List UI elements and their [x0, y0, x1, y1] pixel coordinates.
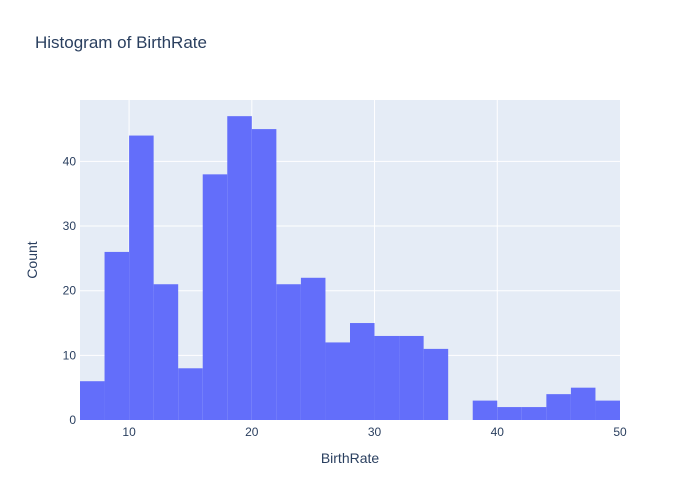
histogram-bar: [325, 342, 350, 420]
histogram-bar: [104, 251, 130, 420]
x-axis-title: BirthRate: [321, 450, 380, 466]
x-tick-label: 50: [613, 425, 627, 439]
y-tick-label: 10: [63, 348, 77, 362]
histogram-bar: [521, 407, 547, 420]
x-tick-label: 40: [491, 425, 505, 439]
histogram-bar: [129, 135, 154, 421]
histogram-bar: [300, 277, 326, 420]
y-tick-label: 0: [69, 413, 76, 427]
histogram-bar: [497, 407, 522, 420]
x-tick-label: 30: [368, 425, 382, 439]
histogram-bar: [178, 368, 203, 420]
y-tick-label: 30: [63, 219, 77, 233]
histogram-bar: [153, 284, 179, 420]
y-tick-label: 20: [63, 284, 77, 298]
y-axis-ticks: 0 10 20 30 40: [63, 154, 77, 427]
histogram-bar: [546, 394, 571, 420]
histogram-bar: [399, 335, 424, 420]
x-axis-ticks: 10 20 30 40 50: [122, 425, 627, 439]
histogram-bar: [595, 400, 620, 420]
histogram-bar: [227, 116, 252, 420]
chart-title: Histogram of BirthRate: [35, 33, 207, 52]
y-axis-title: Count: [24, 241, 40, 278]
histogram-bar: [202, 174, 228, 420]
histogram-bar: [374, 335, 400, 420]
histogram-bar: [570, 387, 596, 420]
histogram-bar: [350, 323, 375, 420]
x-tick-label: 10: [122, 425, 136, 439]
histogram-bar: [80, 381, 105, 420]
bars-group: [80, 116, 620, 421]
x-tick-label: 20: [245, 425, 259, 439]
histogram-bar: [423, 348, 449, 420]
y-tick-label: 40: [63, 154, 77, 168]
histogram-bar: [472, 400, 498, 420]
histogram-bar: [276, 284, 301, 420]
histogram-bar: [251, 129, 277, 420]
